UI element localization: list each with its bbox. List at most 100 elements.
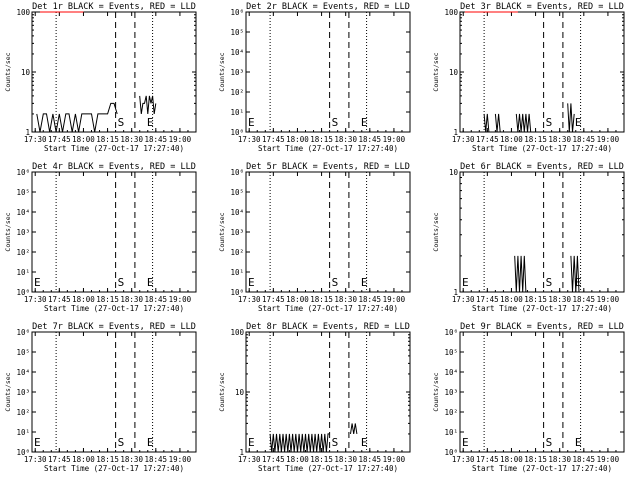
panel-det-7: Det 7r BLACK = Events, RED = LLD Counts/s… (4, 322, 197, 473)
marker-label-e-left: E (462, 436, 469, 449)
x-tick-label: 18:45 (145, 295, 168, 304)
marker-label-s: S (118, 436, 125, 449)
x-tick-label: 18:45 (573, 135, 596, 144)
x-tick-label: 18:30 (548, 295, 571, 304)
y-tick-label: 10³ (230, 68, 244, 77)
x-tick-label: 17:30 (452, 135, 475, 144)
x-axis-label: Start Time (27-Oct-17 17:27:40) (44, 464, 184, 473)
y-tick-label: 100 (16, 8, 30, 17)
panel-det-8: Det 8r BLACK = Events, RED = LLD Counts/s… (218, 322, 411, 473)
x-tick-label: 18:15 (524, 455, 547, 464)
y-tick-label: 10⁵ (230, 28, 244, 37)
y-tick-label: 10⁴ (230, 208, 244, 217)
x-tick-label: 18:45 (359, 295, 382, 304)
panel-title: Det 5r BLACK = Events, RED = LLD (246, 162, 410, 172)
marker-label-e: E (147, 436, 154, 449)
marker-label-e: E (575, 436, 582, 449)
x-tick-label: 19:00 (597, 295, 620, 304)
y-axis-label: Counts/sec (432, 52, 440, 91)
y-tick-label: 10¹ (16, 428, 30, 437)
marker-label-s: S (332, 116, 339, 129)
x-tick-label: 18:30 (334, 455, 357, 464)
y-tick-label: 10⁶ (444, 328, 458, 337)
x-tick-label: 17:30 (452, 295, 475, 304)
y-axis-label: Counts/sec (4, 372, 12, 411)
marker-label-e: E (147, 276, 154, 289)
y-tick-label: 100 (444, 8, 458, 17)
x-tick-label: 18:00 (72, 295, 95, 304)
marker-label-s: S (118, 116, 125, 129)
marker-label-e-left: E (248, 276, 255, 289)
x-tick-label: 18:15 (96, 295, 119, 304)
y-tick-label: 10² (230, 88, 244, 97)
x-axis-label: Start Time (27-Oct-17 17:27:40) (258, 464, 398, 473)
x-tick-label: 19:00 (169, 295, 192, 304)
y-tick-label: 10⁴ (444, 368, 458, 377)
x-tick-label: 18:45 (359, 135, 382, 144)
series-events-segment (514, 255, 527, 293)
panel-title: Det 6r BLACK = Events, RED = LLD (460, 162, 624, 172)
y-tick-label: 10¹ (444, 428, 458, 437)
series-events-segment (483, 113, 490, 133)
panel-title: Det 2r BLACK = Events, RED = LLD (246, 2, 410, 12)
x-tick-label: 19:00 (597, 135, 620, 144)
marker-label-e: E (575, 116, 582, 129)
x-axis-label: Start Time (27-Oct-17 17:27:40) (258, 144, 398, 153)
x-tick-label: 18:15 (310, 455, 333, 464)
panel-det-3: Det 3r BLACK = Events, RED = LLD Counts/s… (432, 2, 625, 153)
y-tick-label: 10⁰ (16, 448, 30, 457)
y-tick-label: 10⁵ (16, 348, 30, 357)
y-axis-label: Counts/sec (218, 372, 226, 411)
panel-det-6: Det 6r BLACK = Events, RED = LLD Counts/s… (432, 162, 625, 313)
y-tick-label: 10² (16, 408, 30, 417)
x-tick-label: 18:15 (524, 135, 547, 144)
x-tick-label: 17:45 (476, 455, 499, 464)
y-axis-label: Counts/sec (432, 372, 440, 411)
y-tick-label: 10³ (16, 388, 30, 397)
x-tick-label: 17:45 (262, 455, 285, 464)
x-tick-label: 17:45 (476, 295, 499, 304)
y-tick-label: 10¹ (230, 268, 244, 277)
x-tick-label: 18:30 (548, 455, 571, 464)
y-axis-label: Counts/sec (218, 212, 226, 251)
x-tick-label: 17:45 (48, 135, 71, 144)
panel-det-1: Det 1r BLACK = Events, RED = LLD Counts/s… (4, 2, 197, 153)
y-tick-label: 10⁰ (230, 128, 244, 137)
y-axis-label: Counts/sec (4, 212, 12, 251)
panel-det-4: Det 4r BLACK = Events, RED = LLD Counts/s… (4, 162, 197, 313)
y-tick-label: 1 (453, 288, 458, 297)
x-tick-label: 17:45 (476, 135, 499, 144)
marker-label-s: S (332, 436, 339, 449)
x-tick-label: 17:30 (24, 135, 47, 144)
x-tick-label: 18:15 (96, 455, 119, 464)
marker-label-e: E (361, 436, 368, 449)
x-axis-label: Start Time (27-Oct-17 17:27:40) (472, 304, 612, 313)
x-tick-label: 19:00 (597, 455, 620, 464)
x-axis-label: Start Time (27-Oct-17 17:27:40) (258, 304, 398, 313)
x-tick-label: 17:30 (238, 455, 261, 464)
x-tick-label: 18:45 (145, 135, 168, 144)
x-axis-label: Start Time (27-Oct-17 17:27:40) (472, 144, 612, 153)
series-events-segment (36, 102, 118, 133)
series-events-segment (515, 113, 532, 133)
panel-title: Det 7r BLACK = Events, RED = LLD (32, 322, 196, 332)
marker-label-e-left: E (248, 436, 255, 449)
y-tick-label: 100 (230, 328, 244, 337)
marker-label-s: S (546, 116, 553, 129)
x-tick-label: 18:30 (120, 135, 143, 144)
x-tick-label: 18:45 (145, 455, 168, 464)
x-tick-label: 19:00 (383, 135, 406, 144)
x-tick-label: 18:30 (120, 295, 143, 304)
y-tick-label: 10 (21, 68, 31, 77)
x-axis-label: Start Time (27-Oct-17 17:27:40) (44, 144, 184, 153)
x-tick-label: 17:30 (452, 455, 475, 464)
panel-title: Det 8r BLACK = Events, RED = LLD (246, 322, 410, 332)
y-tick-label: 10³ (16, 228, 30, 237)
panel-det-9: Det 9r BLACK = Events, RED = LLD Counts/s… (432, 322, 625, 473)
plot-frame (459, 171, 625, 293)
panel-det-2: Det 2r BLACK = Events, RED = LLD Counts/s… (218, 2, 411, 153)
x-tick-label: 19:00 (169, 135, 192, 144)
y-tick-label: 10⁰ (444, 448, 458, 457)
y-tick-label: 10⁵ (444, 348, 458, 357)
marker-label-e-left: E (34, 436, 41, 449)
